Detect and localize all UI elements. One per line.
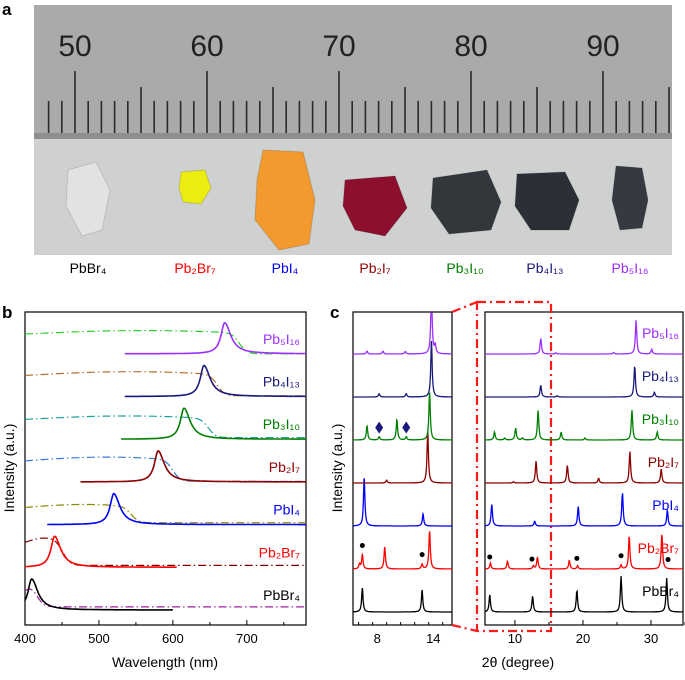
dot-marker [487, 554, 493, 560]
xrd-pattern [353, 431, 452, 484]
c-xlabel: 2θ (degree) [482, 654, 554, 670]
series-label: PbBr₄ [263, 587, 300, 603]
crystal-photo: 50 60 70 80 90 [34, 5, 672, 255]
sample-label: Pb₂I₇ [359, 260, 390, 276]
dot-marker [665, 557, 671, 563]
sample-label: PbI₄ [272, 260, 299, 276]
crystal-sample [611, 165, 649, 231]
zoom-connector [451, 300, 478, 314]
pl-curve [124, 321, 306, 355]
x-tick-label: 700 [236, 631, 258, 646]
sample-label: Pb₂Br₇ [174, 260, 216, 276]
dot-marker [359, 542, 365, 548]
absorption-curve [25, 415, 306, 439]
x-tick-label: 20 [576, 631, 590, 646]
absorption-curve [24, 456, 306, 482]
absorption-curve [25, 330, 306, 355]
pl-curve [80, 449, 306, 483]
x-tick-label: 500 [88, 631, 110, 646]
xrd-chart: 8 14 10 20 30 PbBr₄ Pb₂Br₇ PbI₄ Pb₂I₇ Pb₃I₁₀ Pb₄I₁… [352, 300, 685, 646]
xrd-pattern [353, 478, 452, 527]
xrd-pattern [485, 410, 683, 441]
dot-marker [419, 552, 425, 558]
pl-absorption-chart: 400 500 600 700 PbBr₄ Pb₂Br₇ PbI₄ Pb₂I₇ Pb₃I₁₀ Pb… [14, 311, 307, 646]
xrd-pattern [485, 451, 683, 484]
series-label: PbBr₄ [642, 583, 679, 599]
series-label: Pb₅I₁₆ [263, 331, 300, 347]
pl-curve [25, 535, 177, 568]
crystal-sample [342, 175, 408, 237]
inset-frame [352, 311, 453, 626]
pl-curve [121, 407, 306, 440]
sample-labels: PbBr₄ Pb₂Br₇ PbI₄ Pb₂I₇ Pb₃I₁₀ Pb₄I₁₃ Pb₅I₁₆ [70, 260, 649, 276]
xrd-pattern [484, 534, 683, 570]
pl-curve [124, 364, 306, 398]
x-tick-label: 30 [644, 631, 658, 646]
series-label: Pb₄I₁₃ [263, 374, 300, 390]
crystal-sample [65, 161, 111, 237]
crystal-sample [514, 171, 580, 231]
absorption-curve [24, 371, 306, 397]
series-label: PbI₄ [273, 502, 300, 518]
dot-marker [618, 553, 624, 559]
x-tick-label: 8 [374, 631, 381, 646]
ruler-number: 60 [190, 30, 223, 63]
diamond-marker [375, 421, 384, 434]
x-tick-label: 10 [508, 631, 522, 646]
plot-frame [24, 311, 307, 626]
panel-label-a: a [2, 0, 12, 19]
zoom-connector [451, 623, 478, 633]
sample-label: Pb₅I₁₆ [611, 260, 648, 276]
b-xlabel: Wavelength (nm) [112, 654, 218, 670]
crystal-sample [178, 169, 212, 205]
x-tick-label: 400 [14, 631, 36, 646]
dot-marker [529, 556, 535, 562]
absorption-curve [24, 503, 306, 524]
xrd-pattern [484, 493, 683, 527]
zoom-region-box [475, 300, 553, 633]
main-frame [484, 311, 684, 626]
pl-curve [47, 492, 306, 526]
series-label: Pb₂I₇ [648, 454, 679, 470]
series-label: Pb₃I₁₀ [263, 416, 300, 432]
panel-label-c: c [330, 303, 339, 322]
sample-label: Pb₄I₁₃ [526, 260, 563, 276]
x-tick-label: 600 [162, 631, 184, 646]
crystal-sample [254, 149, 316, 251]
ruler-edge [34, 133, 672, 139]
series-label: Pb₂I₇ [269, 459, 300, 475]
xrd-pattern [353, 531, 452, 570]
ruler-number: 50 [58, 30, 91, 63]
xrd-pattern [353, 340, 452, 398]
series-label: Pb₅I₁₆ [642, 325, 679, 341]
series-label: Pb₂Br₇ [259, 544, 301, 560]
xrd-pattern [484, 576, 683, 613]
sample-label: Pb₃I₁₀ [446, 260, 483, 276]
xrd-pattern [353, 392, 452, 441]
dot-marker [574, 555, 580, 561]
sample-label: PbBr₄ [70, 260, 107, 276]
series-label: Pb₂Br₇ [638, 540, 680, 556]
c-ylabel: Intensity (a.u.) [329, 424, 345, 513]
panel-label-b: b [2, 303, 12, 322]
pl-curve [24, 578, 173, 611]
b-ylabel: Intensity (a.u.) [1, 424, 17, 513]
diamond-marker [402, 421, 411, 434]
ruler-number: 90 [586, 30, 619, 63]
xrd-pattern [353, 587, 452, 613]
x-tick-label: 14 [426, 631, 440, 646]
xrd-pattern [353, 312, 452, 355]
xrd-pattern [485, 320, 683, 355]
series-label: PbI₄ [652, 497, 679, 513]
crystal-sample [430, 169, 502, 235]
series-label: Pb₄I₁₃ [642, 368, 679, 384]
ruler-number: 80 [454, 30, 487, 63]
xrd-pattern [485, 366, 683, 398]
series-label: Pb₃I₁₀ [642, 411, 679, 427]
ruler-number: 70 [322, 30, 355, 63]
